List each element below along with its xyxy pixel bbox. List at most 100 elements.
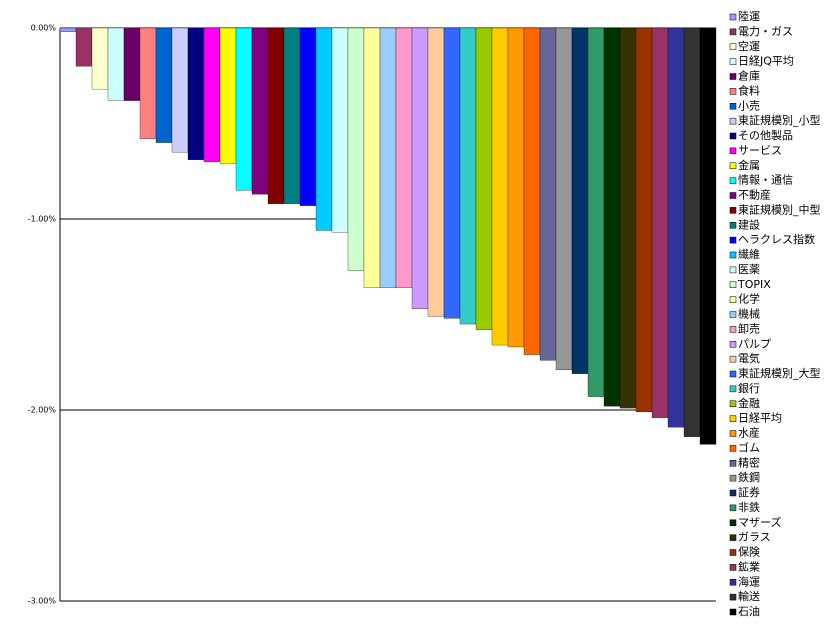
legend-swatch: [729, 311, 737, 318]
bar: [603, 27, 621, 407]
legend-swatch: [729, 326, 737, 333]
legend-swatch: [729, 341, 737, 348]
legend-label: 輸送: [738, 589, 760, 603]
legend-label: その他製品: [738, 128, 793, 142]
legend-label: 陸運: [738, 10, 760, 23]
legend-label: 鉱業: [738, 559, 760, 573]
legend-swatch: [729, 192, 737, 199]
legend-swatch: [729, 564, 737, 571]
legend-label: 電力・ガス: [738, 25, 793, 38]
legend-label: 食料: [738, 83, 760, 97]
bar: [123, 27, 141, 101]
bar: [219, 27, 237, 164]
bar: [491, 27, 509, 346]
legend-swatch: [729, 222, 737, 229]
legend-label: パルプ: [738, 337, 771, 350]
legend-swatch: [729, 519, 737, 526]
legend-label: 機械: [738, 307, 760, 321]
bar: [171, 27, 189, 153]
legend-swatch: [729, 251, 737, 259]
legend-swatch: [729, 370, 737, 378]
bar: [475, 27, 493, 330]
bar: [523, 27, 541, 355]
bar: [395, 27, 413, 288]
legend-swatch: [729, 489, 737, 497]
legend-swatch: [729, 504, 737, 512]
bar: [427, 27, 445, 317]
legend-label: 海運: [738, 574, 760, 588]
bar: [315, 27, 333, 231]
legend-swatch: [729, 474, 737, 482]
legend-swatch: [729, 549, 737, 556]
bar: [555, 27, 573, 371]
legend-swatch: [729, 28, 737, 36]
legend-swatch: [729, 445, 737, 452]
legend-swatch: [729, 355, 737, 363]
bar: [363, 27, 381, 288]
legend-label: 東証規模別_小型: [738, 113, 821, 127]
legend-label: 空運: [738, 39, 760, 53]
legend-swatch: [729, 88, 737, 95]
legend-label: サービス: [738, 144, 782, 157]
legend-label: 化学: [738, 292, 760, 306]
y-tick-label: -2.00%: [28, 406, 57, 415]
bar: [283, 27, 301, 204]
legend-swatch: [729, 58, 737, 65]
bar: [667, 27, 685, 428]
bar: [587, 27, 605, 397]
legend-swatch: [729, 162, 737, 169]
legend-label: 情報・通信: [738, 174, 793, 187]
legend-label: マザーズ: [738, 515, 781, 529]
legend-label: 銀行: [738, 381, 760, 395]
legend-swatch: [729, 608, 737, 616]
legend-swatch: [729, 207, 737, 214]
legend-label: ヘラクレス指数: [738, 232, 815, 246]
y-tick-label: -1.00%: [28, 215, 57, 224]
bar: [203, 27, 221, 162]
y-tick-label: -3.00%: [28, 597, 57, 606]
legend-label: 日経JQ平均: [738, 55, 794, 68]
legend-swatch: [729, 400, 737, 407]
legend-label: 卸売: [738, 321, 760, 335]
legend-label: 金融: [738, 396, 760, 410]
bar: [91, 27, 109, 90]
legend-swatch: [729, 13, 737, 21]
bar: [235, 27, 253, 191]
legend-swatch: [729, 460, 737, 467]
legend-label: 建設: [738, 217, 760, 231]
legend-label: 証券: [738, 485, 760, 499]
bar: [571, 27, 589, 374]
legend-label: 日経平均: [738, 412, 782, 425]
legend-swatch: [729, 266, 737, 274]
bar: [443, 27, 461, 319]
legend-swatch: [729, 117, 737, 125]
legend-label: 東証規模別_中型: [738, 202, 821, 216]
bar: [507, 27, 525, 348]
legend-label: TOPIX: [737, 278, 771, 291]
bar: [539, 27, 557, 361]
legend-swatch: [729, 236, 737, 244]
legend-swatch: [729, 177, 737, 184]
legend-label: 電気: [738, 351, 760, 365]
legend-swatch: [729, 385, 737, 393]
legend-swatch: [729, 132, 737, 140]
bar: [59, 27, 77, 32]
legend-swatch: [729, 281, 737, 288]
bar: [619, 27, 637, 409]
legend-swatch: [729, 430, 737, 437]
bar: [251, 27, 269, 195]
bar: [155, 27, 173, 143]
bar: [411, 27, 429, 309]
legend-label: ガラス: [738, 531, 771, 544]
legend-label: 鉄鋼: [738, 470, 760, 484]
bar: [699, 27, 717, 445]
legend-label: 精密: [738, 455, 760, 469]
legend-swatch: [729, 296, 737, 303]
bar: [347, 27, 365, 271]
bar: [459, 27, 477, 325]
legend-label: 東証規模別_大型: [738, 366, 821, 380]
legend-label: 不動産: [738, 188, 771, 202]
legend-label: 非鉄: [738, 500, 760, 514]
legend-swatch: [729, 415, 737, 422]
